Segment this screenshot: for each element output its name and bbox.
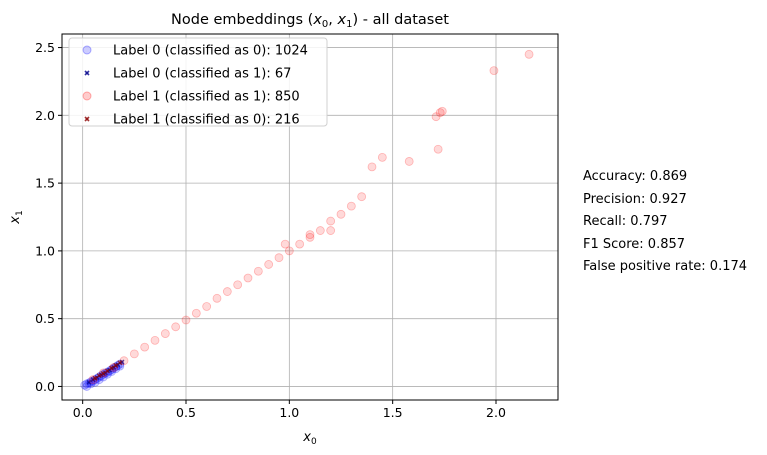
chart-title: Node embeddings (x0, x1) - all dataset — [171, 12, 449, 30]
scatter-point-series-1 — [86, 379, 92, 385]
scatter-point-series-2 — [222, 287, 232, 296]
metric-f1-score: F1 Score: 0.857 — [583, 236, 686, 252]
legend-box — [68, 37, 328, 127]
y-tick-label: 0.0 — [35, 379, 55, 394]
y-tick-label: 2.0 — [35, 108, 55, 123]
scatter-point-series-2 — [431, 112, 441, 122]
y-tick-label: 1.5 — [35, 176, 55, 191]
metric-accuracy: Accuracy: 0.869 — [583, 169, 688, 184]
scatter-point-series-2 — [233, 280, 243, 290]
legend-marker-1 — [84, 70, 90, 76]
legend-label-3: Label 1 (classified as 0): 216 — [113, 113, 300, 128]
scatter-point-series-2 — [367, 162, 377, 172]
legend-label-2: Label 1 (classified as 1): 850 — [113, 90, 300, 105]
title-text-3: ) - all dataset — [352, 12, 449, 28]
x-tick-label: 2.0 — [486, 405, 506, 420]
scatter-point-series-2 — [253, 266, 263, 276]
scatter-point-series-2 — [377, 152, 387, 162]
scatter-point-series-2 — [264, 260, 274, 269]
scatter-point-series-2 — [274, 253, 284, 263]
scatter-point-series-2 — [212, 293, 222, 303]
scatter-point-series-2 — [160, 329, 170, 338]
scatter-point-series-2 — [119, 356, 129, 366]
scatter-point-series-2 — [357, 192, 367, 202]
legend-marker-3 — [84, 116, 90, 122]
title-sub-1: 0 — [322, 19, 328, 30]
y-tick-label: 1.0 — [35, 243, 55, 258]
x-tick-label: 0.0 — [73, 405, 93, 420]
data-points — [80, 49, 534, 391]
scatter-point-series-2 — [181, 315, 191, 325]
scatter-point-series-3 — [117, 360, 123, 366]
scatter-point-series-2 — [295, 239, 305, 249]
scatter-point-series-3 — [92, 375, 98, 381]
scatter-point-series-2 — [191, 308, 201, 318]
x-tick-label: 0.5 — [176, 405, 196, 420]
metric-precision: Precision: 0.927 — [583, 191, 687, 207]
legend-marker-0 — [82, 45, 92, 55]
scatter-point-series-2 — [435, 108, 445, 118]
scatter-point-series-3 — [104, 368, 110, 374]
x-tick-label: 1.5 — [383, 405, 403, 420]
title-text-2: , — [328, 12, 337, 28]
scatter-point-series-2 — [346, 201, 356, 211]
scatter-point-series-3 — [113, 362, 119, 368]
scatter-point-series-3 — [96, 373, 102, 379]
scatter-point-series-2 — [305, 230, 315, 240]
metric-false-positive-rate: False positive rate: 0.174 — [583, 259, 748, 274]
scatter-point-series-2 — [437, 106, 447, 116]
legend: Label 0 (classified as 0): 1024 Label 0 … — [68, 37, 328, 128]
legend-label-0: Label 0 (classified as 0): 1024 — [113, 44, 308, 59]
scatter-point-series-2 — [150, 335, 160, 345]
scatter-point-series-2 — [129, 349, 139, 359]
scatter-point-series-2 — [336, 209, 346, 219]
y-label-sub: 1 — [15, 210, 25, 216]
metrics-panel: Accuracy: 0.869 Precision: 0.927 Recall:… — [583, 166, 747, 279]
scatter-point-series-2 — [243, 273, 253, 283]
scatter-point-series-2 — [489, 66, 499, 75]
scatter-point-series-2 — [404, 157, 414, 166]
title-var-1: x — [312, 12, 322, 28]
x-label-sub: 0 — [311, 437, 317, 447]
scatter-point-series-3 — [100, 371, 106, 377]
scatter-point-series-2 — [202, 302, 212, 311]
scatter-point-series-0 — [80, 380, 90, 390]
y-label-main: x — [8, 216, 23, 225]
title-var-2: x — [337, 12, 347, 28]
axis-ticks: 0.0 0.5 1.0 1.5 2.0 0.0 0.5 1.0 1.5 2.0 2.5 — [35, 40, 506, 420]
scatter-point-series-2 — [171, 322, 181, 332]
axes-frame — [61, 33, 559, 401]
scatter-point-series-2 — [433, 144, 443, 154]
scatter-point-series-2 — [326, 226, 336, 235]
y-tick-label: 2.5 — [35, 40, 55, 55]
scatter-point-series-2 — [305, 232, 315, 242]
title-text-1: Node embeddings ( — [171, 12, 313, 28]
title-sub-2: 1 — [346, 19, 352, 30]
scatter-point-series-3 — [109, 365, 115, 371]
legend-marker-2 — [82, 91, 92, 101]
x-axis-label: x0 — [302, 430, 317, 447]
y-tick-label: 0.5 — [35, 311, 55, 326]
scatter-point-series-0 — [82, 382, 92, 391]
y-axis-label: x1 — [8, 210, 25, 224]
x-label-main: x — [302, 430, 311, 445]
scatter-point-series-2 — [326, 216, 336, 226]
scatter-point-series-2 — [140, 342, 150, 352]
scatter-point-series-2 — [315, 226, 325, 235]
x-tick-label: 1.0 — [279, 405, 299, 420]
legend-label-1: Label 0 (classified as 1): 67 — [113, 67, 291, 82]
metric-recall: Recall: 0.797 — [583, 214, 668, 229]
scatter-point-series-2 — [524, 49, 534, 59]
scatter-point-series-2 — [280, 239, 290, 249]
scatter-point-series-2 — [284, 246, 294, 256]
